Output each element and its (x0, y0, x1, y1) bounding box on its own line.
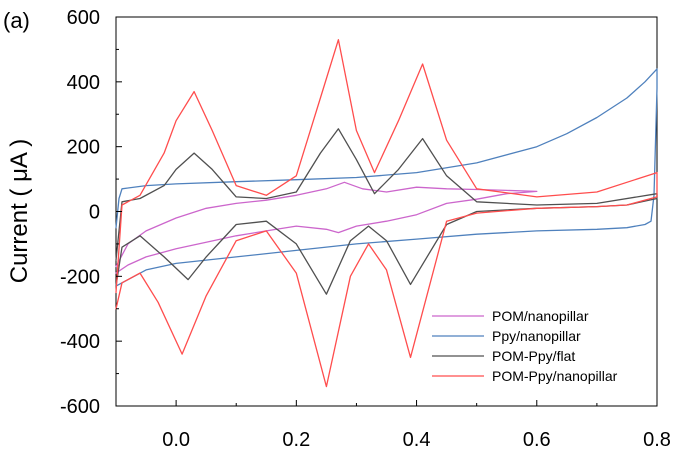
series-group (115, 39, 658, 388)
series-line-2 (115, 68, 658, 287)
y-tick-label: 200 (67, 137, 100, 159)
y-tick-label: -400 (60, 331, 100, 353)
y-tick-label: -200 (60, 266, 100, 288)
x-tick-label: 0.6 (523, 429, 551, 451)
legend-label: Ppy/nanopillar (492, 328, 581, 344)
legend-label: POM-Ppy/nanopillar (492, 368, 618, 384)
series-line-1 (115, 181, 538, 274)
x-tick-label: 0.4 (403, 429, 431, 451)
x-tick-label: 0.2 (282, 429, 310, 451)
legend-label: POM-Ppy/flat (492, 348, 575, 364)
legend-label: POM/nanopillar (492, 308, 589, 324)
y-tick-label: 600 (67, 7, 100, 29)
series-line-4 (115, 39, 658, 388)
y-tick-label: 400 (67, 72, 100, 94)
panel-label: (a) (3, 8, 30, 33)
ticks-group: 600 400 200 0 -200 -400 -600 0.0 0.2 0.4 0.6 0.8 (60, 7, 671, 451)
y-tick-label: -600 (60, 396, 100, 418)
legend: POM/nanopillar Ppy/nanopillar POM-Ppy/flat… (432, 308, 618, 384)
x-tick-label: 0.8 (643, 429, 671, 451)
x-tick-label: 0.0 (162, 429, 190, 451)
y-axis-title: Current ( μA ) (6, 139, 33, 284)
y-tick-label: 0 (89, 202, 100, 224)
